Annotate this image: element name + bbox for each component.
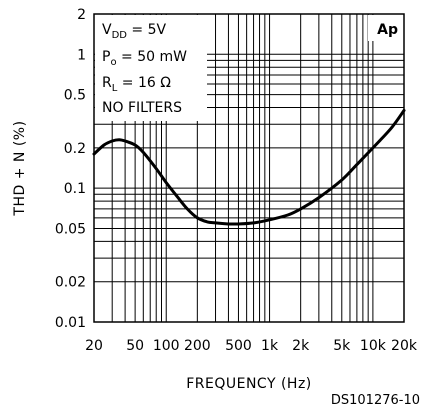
annotation-po: Po = 50 mW <box>102 49 187 68</box>
x-tick-label: 200 <box>184 338 211 354</box>
series-line-thd <box>92 109 406 226</box>
badge-background <box>368 15 403 41</box>
y-axis-title: THD + N (%) <box>12 120 28 216</box>
figure-id: DS101276-10 <box>331 393 420 408</box>
y-axis-ticks: 2 1 0.5 0.2 0.1 0.05 0.02 0.01 <box>55 7 86 331</box>
y-tick-label: 1 <box>77 47 86 63</box>
x-tick-label: 2k <box>292 338 310 354</box>
x-axis-title: FREQUENCY (Hz) <box>186 376 312 392</box>
ap-badge: Ap <box>377 22 398 38</box>
y-tick-label: 0.5 <box>64 88 86 104</box>
annotation-vdd: VDD = 5V <box>102 22 167 41</box>
x-axis-ticks: 20 50 100 200 500 1k 2k 5k 10k 20k <box>85 338 418 354</box>
annotation-rl: RL = 16 Ω <box>102 75 171 94</box>
annotation-box <box>95 15 207 121</box>
y-tick-label: 0.2 <box>64 141 86 157</box>
x-tick-label: 1k <box>261 338 279 354</box>
y-tick-label: 0.02 <box>55 275 86 291</box>
x-tick-label: 50 <box>126 338 144 354</box>
y-tick-label: 0.01 <box>55 315 86 331</box>
x-tick-label: 500 <box>225 338 252 354</box>
x-tick-label: 5k <box>333 338 351 354</box>
x-tick-label: 20k <box>391 338 418 354</box>
annotation-no-filters: NO FILTERS <box>102 100 182 116</box>
y-tick-label: 2 <box>77 7 86 23</box>
x-tick-label: 20 <box>85 338 103 354</box>
plot-frame <box>93 13 405 323</box>
x-tick-label: 10k <box>360 338 387 354</box>
y-tick-label: 0.1 <box>64 181 86 197</box>
x-tick-label: 100 <box>153 338 180 354</box>
y-tick-label: 0.05 <box>55 221 86 237</box>
